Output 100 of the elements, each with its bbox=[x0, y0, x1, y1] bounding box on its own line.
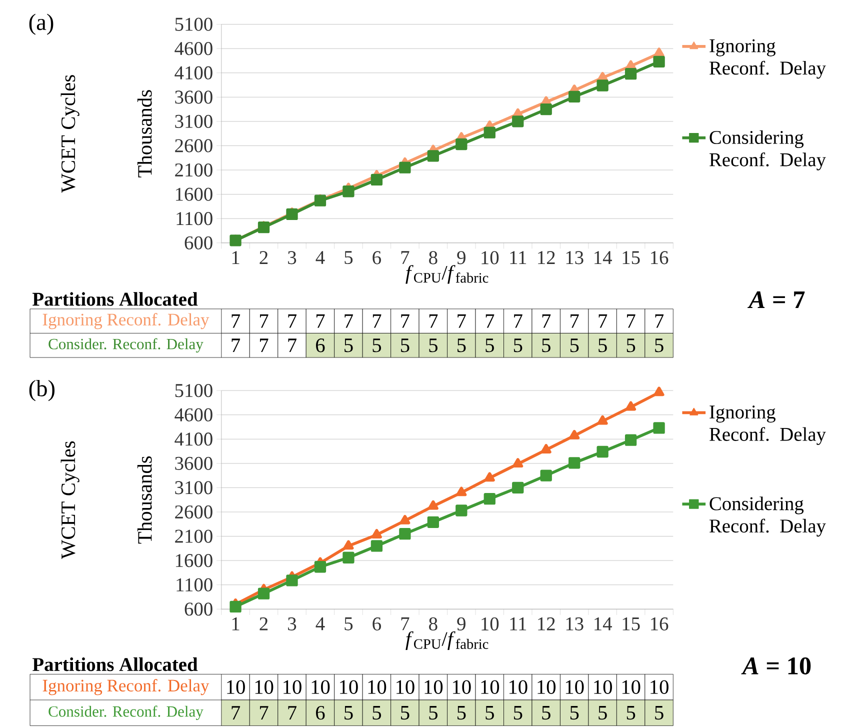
data-label: 5 bbox=[598, 338, 607, 352]
x-tick-label: 11 bbox=[510, 251, 526, 264]
data-label: 5 bbox=[598, 706, 607, 720]
data-label: 5 bbox=[429, 338, 438, 352]
data-label: 5 bbox=[514, 706, 522, 720]
x-tick-label: 2 bbox=[260, 251, 268, 264]
x-axis-title: f$_{CPU}$/f$_{fabric}$ bbox=[406, 265, 488, 284]
x-tick-label: 1 bbox=[232, 618, 240, 630]
chart-title: (b) bbox=[29, 380, 54, 402]
data-label: 5 bbox=[372, 338, 382, 352]
data-label: 10 bbox=[396, 680, 414, 694]
data-label: 10 bbox=[622, 680, 640, 694]
data-label: 7 bbox=[514, 314, 522, 328]
x-tick-label: 8 bbox=[429, 251, 438, 264]
legend-label: Ignoring Reconf. Delay bbox=[710, 39, 826, 79]
x-tick-label: 9 bbox=[457, 251, 466, 264]
text: A = 10 bbox=[741, 658, 811, 675]
data-label: 5 bbox=[486, 706, 494, 720]
data-label: 7 bbox=[288, 338, 297, 352]
data-label: 7 bbox=[232, 338, 240, 352]
data-label: 7 bbox=[627, 314, 636, 328]
data-label: 7 bbox=[401, 314, 410, 328]
data-label: 6 bbox=[316, 338, 325, 352]
y-tick-label: Ignoring Reconf. Delay bbox=[42, 313, 210, 330]
y-tick-label: 2100 bbox=[175, 164, 212, 177]
y-tick-label: 5100 bbox=[175, 18, 212, 32]
y-tick-label: 3600 bbox=[175, 90, 212, 104]
text: Thousands bbox=[137, 90, 152, 178]
text: A = 7 bbox=[748, 292, 805, 308]
y-tick-label: 4600 bbox=[174, 408, 212, 422]
data-label: 5 bbox=[626, 338, 636, 352]
data-label: 10 bbox=[594, 680, 612, 694]
x-tick-label: 15 bbox=[622, 618, 640, 631]
data-label: 5 bbox=[626, 706, 636, 720]
x-tick-label: 13 bbox=[566, 251, 584, 264]
data-label: 7 bbox=[486, 314, 494, 328]
data-label: 7 bbox=[316, 314, 325, 328]
data-label: 5 bbox=[655, 338, 664, 352]
data-label: 7 bbox=[260, 314, 268, 328]
y-tick-label: 3100 bbox=[175, 115, 212, 128]
data-label: 10 bbox=[566, 680, 584, 694]
data-label: 7 bbox=[542, 314, 551, 328]
data-label: 10 bbox=[227, 680, 245, 694]
x-axis-title: f$_{CPU}$/f$_{fabric}$ bbox=[406, 632, 488, 650]
y-tick-label: 1600 bbox=[176, 188, 212, 202]
y-axis-title: WCET Cycles bbox=[60, 75, 80, 193]
data-label: 5 bbox=[401, 706, 410, 720]
y-tick-label: Ignoring Reconf. Delay bbox=[42, 679, 210, 696]
data-label: 5 bbox=[429, 706, 438, 720]
legend-label: Ignoring Reconf. Delay bbox=[710, 406, 826, 446]
x-tick-label: 6 bbox=[372, 618, 381, 631]
y-tick-label: 3600 bbox=[175, 457, 212, 470]
x-tick-label: 1 bbox=[232, 251, 240, 264]
data-label: 10 bbox=[368, 680, 386, 694]
y-tick-label: 1100 bbox=[176, 578, 212, 592]
data-label: 5 bbox=[344, 706, 353, 720]
data-label: 7 bbox=[655, 314, 664, 328]
x-tick-label: 8 bbox=[429, 618, 438, 631]
x-tick-label: 12 bbox=[538, 618, 555, 630]
data-label: 5 bbox=[344, 338, 353, 352]
data-label: 10 bbox=[650, 680, 668, 694]
data-label: 10 bbox=[284, 680, 302, 694]
legend-label: Considering Reconf. Delay bbox=[710, 496, 826, 537]
data-label: 5 bbox=[457, 338, 466, 352]
data-label: 5 bbox=[542, 338, 550, 352]
data-label: 10 bbox=[452, 680, 471, 694]
y-tick-label: 2100 bbox=[175, 530, 212, 543]
data-label: 5 bbox=[570, 706, 579, 720]
x-tick-label: 7 bbox=[401, 618, 410, 630]
y-tick-label: 4100 bbox=[174, 66, 212, 80]
y-tick-label: Consider. Reconf. Delay bbox=[48, 706, 204, 720]
data-label: 7 bbox=[372, 314, 382, 328]
x-tick-label: 10 bbox=[482, 251, 499, 264]
y-tick-label: Consider. Reconf. Delay bbox=[48, 338, 204, 353]
data-label: 5 bbox=[542, 706, 550, 720]
x-tick-label: 16 bbox=[651, 251, 668, 264]
data-label: 7 bbox=[288, 314, 297, 328]
data-label: 7 bbox=[458, 314, 466, 328]
y-tick-label: 2600 bbox=[175, 139, 212, 152]
y-tick-label: 1100 bbox=[176, 212, 212, 226]
x-tick-label: 9 bbox=[457, 618, 466, 631]
x-tick-label: 11 bbox=[510, 618, 526, 630]
x-tick-label: 10 bbox=[482, 618, 499, 631]
x-tick-label: 14 bbox=[594, 618, 612, 630]
data-label: 5 bbox=[514, 338, 522, 352]
data-label: 7 bbox=[232, 706, 240, 720]
x-tick-label: 5 bbox=[344, 251, 353, 264]
x-tick-label: 3 bbox=[288, 618, 296, 631]
y-tick-label: 5100 bbox=[175, 384, 212, 398]
data-label: 10 bbox=[481, 680, 500, 694]
x-tick-label: 13 bbox=[566, 618, 584, 631]
data-label: 5 bbox=[486, 338, 494, 352]
legend-label: Considering Reconf. Delay bbox=[710, 130, 826, 171]
data-label: 7 bbox=[260, 338, 268, 352]
y-tick-label: 4100 bbox=[174, 432, 212, 446]
x-tick-label: 15 bbox=[622, 251, 640, 264]
chart-title: Partitions Allocated bbox=[32, 658, 198, 672]
x-tick-label: 3 bbox=[288, 251, 296, 264]
data-label: 7 bbox=[288, 706, 297, 720]
data-label: 5 bbox=[372, 706, 382, 720]
